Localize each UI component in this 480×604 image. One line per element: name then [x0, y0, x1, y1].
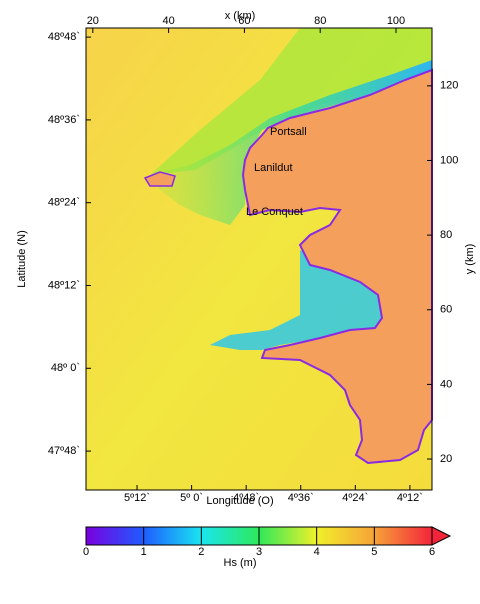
place-label: Le Conquet — [246, 206, 303, 218]
axis-title: Longitude (O) — [206, 495, 273, 507]
tick-label: 5 — [371, 546, 377, 558]
map: Portsall Lanildut Le Conquet — [85, 27, 433, 491]
axis-title: y (km) — [464, 244, 476, 275]
tick-label: 0 — [83, 546, 89, 558]
land — [241, 68, 433, 465]
colorbar-title: Hs (m) — [224, 557, 257, 569]
tick-label: 4º12` — [397, 492, 423, 504]
tick-label: 80 — [314, 15, 326, 27]
tick-label: 20 — [440, 453, 452, 465]
island — [143, 171, 176, 187]
shallow-north — [150, 28, 432, 175]
colorbar-extension — [431, 526, 452, 546]
tick-label: 4º48` — [233, 492, 259, 504]
tick-label: 40 — [440, 378, 452, 390]
axis-title: Latitude (N) — [16, 230, 28, 287]
tick-label: 47º48` — [48, 445, 80, 457]
tick-label: 4º36` — [288, 492, 314, 504]
tick-label: 80 — [440, 229, 452, 241]
tick-label: 2 — [198, 546, 204, 558]
place-label: Portsall — [270, 126, 307, 138]
tick-label: 5º12` — [124, 492, 150, 504]
axis-title: x (km) — [225, 10, 256, 22]
tick-label: 60 — [238, 15, 250, 27]
tick-label: 120 — [440, 80, 458, 92]
tick-label: 40 — [162, 15, 174, 27]
shallow-coast — [150, 60, 432, 225]
tick-label: 60 — [440, 304, 452, 316]
tick-label: 3 — [256, 546, 262, 558]
tick-label: 48º12` — [48, 279, 80, 291]
tick-label: 1 — [141, 546, 147, 558]
tick-label: 100 — [440, 154, 458, 166]
map-frame — [85, 27, 433, 491]
tick-label: 20 — [87, 15, 99, 27]
tick-label: 5º 0` — [180, 492, 203, 504]
tick-label: 4º24` — [342, 492, 368, 504]
tick-label: 48º 0` — [51, 362, 80, 374]
tick-label: 100 — [387, 15, 405, 27]
place-label: Lanildut — [254, 162, 293, 174]
tick-label: 48º36` — [48, 114, 80, 126]
tick-label: 48º24` — [48, 197, 80, 209]
tick-label: 48º48` — [48, 31, 80, 43]
tick-label: 4 — [314, 546, 320, 558]
tick-label: 6 — [429, 546, 435, 558]
